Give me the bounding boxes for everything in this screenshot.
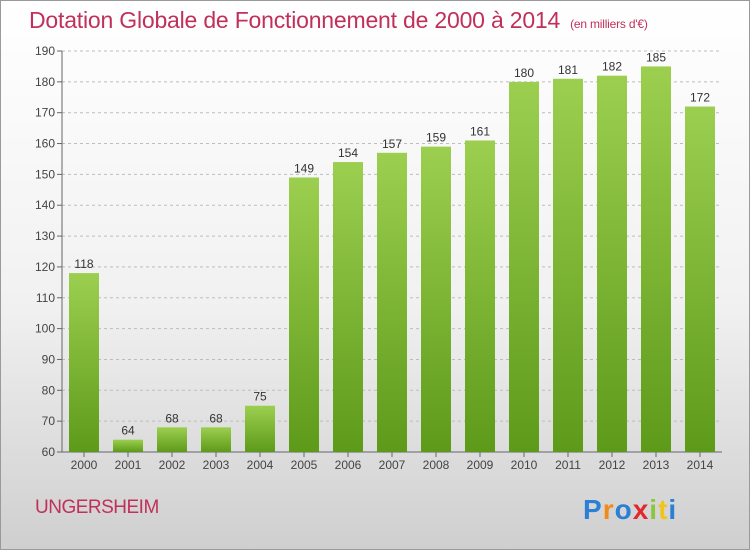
bar-2014[interactable] [685,106,715,453]
commune-name: UNGERSHEIM [35,497,159,518]
value-label-2011: 181 [558,63,578,77]
bar-2001[interactable] [113,439,143,452]
value-label-2004: 75 [253,390,267,404]
y-tick-label: 180 [35,75,55,89]
chart-title-text: Dotation Globale de Fonctionnement de 20… [29,7,561,33]
labels: 118 2000 64 2001 68 2002 68 2003 75 2004 149 2005 15… [71,50,714,472]
x-tick-label-2011: 2011 [555,458,581,472]
bar-2012[interactable] [597,75,627,452]
value-label-2003: 68 [209,411,223,425]
chart-subtitle: (en milliers d'€) [570,17,648,31]
value-label-2006: 154 [338,146,358,160]
value-label-2005: 149 [294,161,314,175]
bar-2007[interactable] [377,152,407,453]
value-label-2001: 64 [121,424,135,438]
y-tick-label: 120 [35,260,55,274]
bar-2013[interactable] [641,66,671,452]
bar-2006[interactable] [333,162,363,453]
proxiti-logo-text: Proxiti [583,494,677,525]
proxiti-logo[interactable]: Proxiti [581,487,701,536]
bar-2010[interactable] [509,81,539,452]
bar-2000[interactable] [69,273,99,452]
x-tick-label-2006: 2006 [335,458,362,472]
x-tick-label-2002: 2002 [159,458,186,472]
y-tick-label: 80 [42,383,56,397]
y-tick-label: 70 [42,414,56,428]
value-label-2000: 118 [74,257,93,271]
y-tick-label: 60 [42,445,56,459]
y-tick-label: 160 [35,137,55,151]
x-tick-label-2009: 2009 [467,458,494,472]
y-tick-label: 140 [35,198,55,212]
y-tick-label: 110 [36,291,55,305]
x-tick-label-2000: 2000 [71,458,98,472]
value-label-2009: 161 [470,124,490,138]
x-tick-label-2004: 2004 [247,458,274,472]
x-tick-label-2001: 2001 [115,458,142,472]
value-label-2014: 172 [690,91,710,105]
value-label-2008: 159 [426,131,446,145]
x-tick-label-2005: 2005 [291,458,318,472]
value-label-2007: 157 [382,137,402,151]
y-tick-label: 190 [35,44,55,58]
x-tick-label-2010: 2010 [511,458,538,472]
x-tick-label-2007: 2007 [379,458,406,472]
y-tick-label: 170 [35,106,55,120]
x-tick-label-2003: 2003 [203,458,230,472]
x-tick-label-2014: 2014 [687,458,714,472]
x-tick-label-2012: 2012 [599,458,626,472]
bar-2009[interactable] [465,140,495,452]
y-tick-label: 150 [35,167,55,181]
bar-2004[interactable] [245,405,275,452]
value-label-2013: 185 [646,50,666,64]
x-tick-label-2008: 2008 [423,458,450,472]
y-tick-label: 100 [35,322,55,336]
bar-2008[interactable] [421,146,451,452]
chart-title: Dotation Globale de Fonctionnement de 20… [29,7,648,34]
bars [69,66,715,453]
value-label-2002: 68 [165,411,179,425]
y-tick-label: 90 [42,352,56,366]
x-tick-label-2013: 2013 [643,458,670,472]
value-label-2012: 182 [602,60,622,74]
value-label-2010: 180 [514,66,534,80]
bar-2011[interactable] [553,78,583,452]
bar-2005[interactable] [289,177,319,452]
bar-2002[interactable] [157,427,187,452]
y-tick-label: 130 [35,229,55,243]
bar-2003[interactable] [201,427,231,452]
